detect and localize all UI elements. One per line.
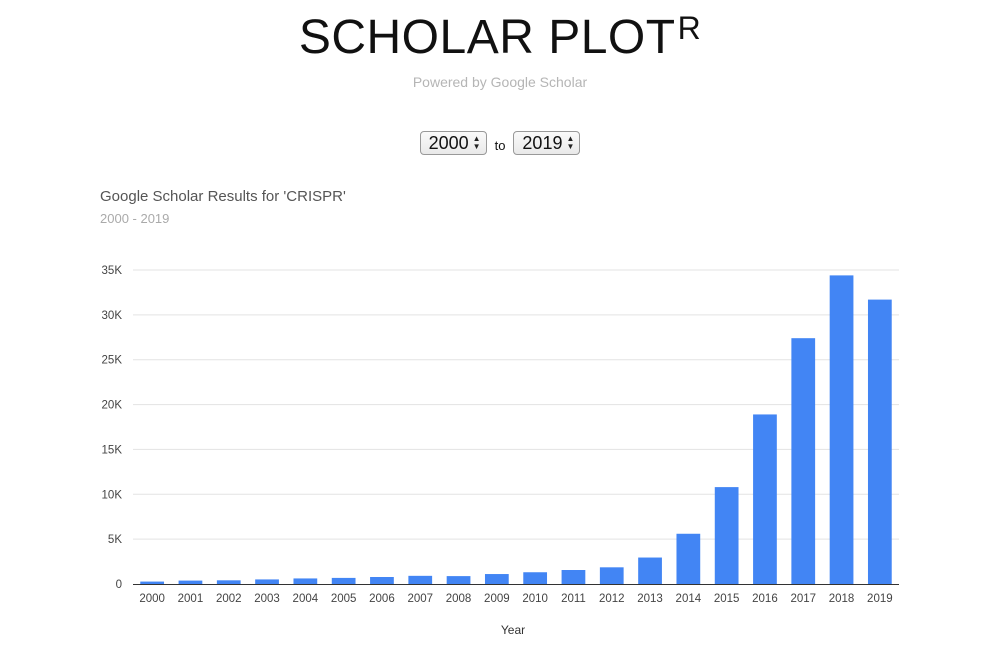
bar[interactable] — [676, 533, 701, 584]
bar[interactable] — [178, 580, 203, 584]
bars — [140, 275, 892, 584]
app-title-superscript: R — [677, 10, 702, 46]
x-tick-label: 2000 — [139, 593, 165, 605]
x-tick-label: 2015 — [714, 593, 740, 605]
y-tick-label: 15K — [102, 444, 123, 456]
x-tick-label: 2011 — [561, 593, 586, 605]
to-label: to — [494, 137, 506, 153]
bar[interactable] — [140, 581, 165, 584]
from-year-value: 2000 — [428, 133, 469, 153]
bar[interactable] — [714, 487, 739, 584]
bar[interactable] — [293, 578, 318, 584]
y-tick-label: 25K — [102, 355, 123, 367]
bar[interactable] — [829, 275, 854, 584]
x-tick-label: 2006 — [369, 593, 395, 605]
chart-title: Google Scholar Results for 'CRISPR' — [100, 188, 346, 205]
x-tick-label: 2018 — [829, 593, 855, 605]
grid-lines — [133, 269, 899, 540]
bar[interactable] — [791, 338, 816, 584]
x-tick-label: 2013 — [637, 593, 663, 605]
y-tick-label: 20K — [102, 400, 123, 412]
y-axis-ticks: 0 5K 10K 15K 20K 25K 30K 35K — [102, 265, 123, 591]
bar[interactable] — [446, 576, 471, 584]
to-year-value: 2019 — [522, 133, 563, 153]
y-tick-label: 35K — [102, 265, 123, 277]
app-title: SCHOLAR PLOTR — [0, 8, 1000, 68]
bar[interactable] — [255, 579, 279, 584]
from-year-select[interactable]: 2000 ▲ ▼ — [419, 131, 487, 155]
x-tick-label: 2017 — [790, 593, 816, 605]
y-tick-label: 5K — [108, 534, 122, 546]
x-tick-label: 2010 — [522, 593, 548, 605]
bar[interactable] — [561, 570, 586, 584]
y-tick-label: 10K — [102, 489, 123, 501]
x-tick-label: 2004 — [293, 593, 319, 605]
x-tick-label: 2009 — [484, 593, 510, 605]
x-axis-label: Year — [501, 623, 525, 637]
x-tick-label: 2014 — [676, 593, 702, 605]
x-tick-label: 2002 — [216, 593, 242, 605]
bar[interactable] — [216, 580, 241, 584]
bar[interactable] — [370, 577, 394, 584]
app-title-text: SCHOLAR PLOT — [298, 11, 676, 64]
bar[interactable] — [599, 567, 624, 584]
bar[interactable] — [753, 414, 777, 584]
x-tick-label: 2001 — [178, 593, 204, 605]
y-tick-label: 0 — [116, 579, 122, 591]
x-tick-label: 2016 — [752, 593, 778, 605]
y-tick-label: 30K — [102, 310, 123, 322]
x-tick-label: 2019 — [867, 593, 893, 605]
bar[interactable] — [408, 575, 433, 584]
chart-subtitle: 2000 - 2019 — [100, 211, 169, 226]
x-tick-label: 2005 — [331, 593, 357, 605]
x-tick-label: 2003 — [254, 593, 280, 605]
x-tick-label: 2007 — [407, 593, 433, 605]
bar[interactable] — [484, 574, 509, 584]
select-arrows-icon: ▲ ▼ — [472, 134, 481, 151]
bar[interactable] — [331, 577, 356, 584]
x-tick-label: 2012 — [599, 593, 625, 605]
bar[interactable] — [867, 299, 892, 584]
to-year-select[interactable]: 2019 ▲ ▼ — [513, 131, 581, 155]
x-axis-ticks: 2000 2001 2002 2003 2004 2005 2006 2007 2008 2009… — [139, 593, 892, 605]
select-arrows-icon: ▲ ▼ — [566, 134, 575, 151]
bar[interactable] — [523, 572, 548, 584]
x-tick-label: 2008 — [446, 593, 472, 605]
bar[interactable] — [638, 557, 662, 584]
powered-by-text: Powered by Google Scholar — [412, 74, 588, 90]
year-range-controls: 2000 ▲ ▼ to 2019 ▲ ▼ — [0, 131, 1000, 155]
